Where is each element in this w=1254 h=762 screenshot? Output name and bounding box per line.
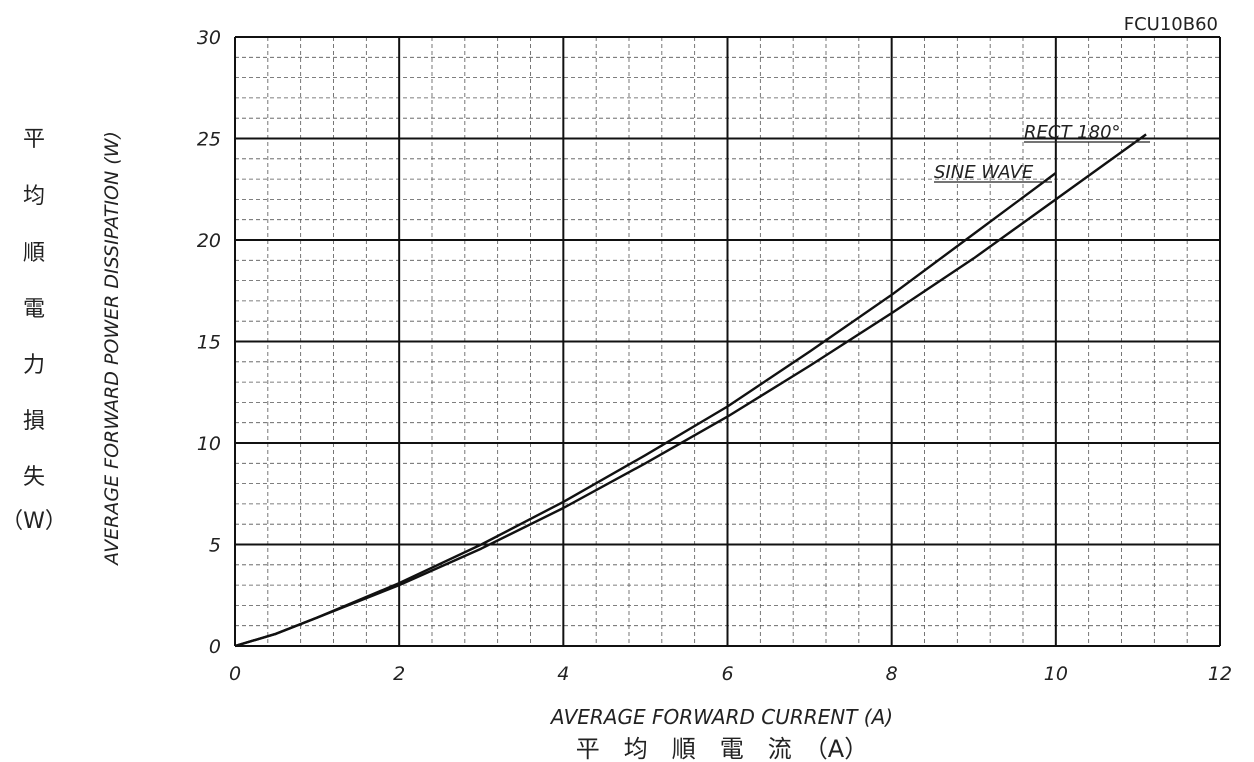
y-axis-label: AVERAGE FORWARD POWER DISSIPATION (W) — [101, 131, 123, 567]
x-tick-label: 0 — [229, 663, 241, 685]
x-tick-label: 6 — [721, 663, 733, 685]
x-axis-label: AVERAGE FORWARD CURRENT (A) — [549, 705, 893, 729]
major-grid — [234, 36, 1221, 647]
y-tick-label: 15 — [197, 332, 221, 354]
series-line-rect-180 — [234, 133, 1147, 648]
series-layer — [234, 133, 1150, 648]
y-tick-label: 0 — [209, 636, 221, 658]
x-axis-label-jp: 平 均 順 電 流 （A） — [576, 735, 868, 762]
y-axis-label-jp-char: 損 — [23, 409, 45, 434]
series-label-sine-wave: SINE WAVE — [934, 162, 1034, 183]
y-tick-label: 20 — [197, 230, 221, 252]
series-label-rect-180: RECT 180° — [1024, 122, 1121, 143]
y-axis-label-jp-char: 均 — [23, 184, 45, 209]
y-axis-label-jp-char: 力 — [23, 353, 45, 378]
y-tick-label: 30 — [197, 27, 221, 49]
part-number: FCU10B60 — [1124, 14, 1218, 35]
x-tick-label: 12 — [1208, 663, 1232, 685]
y-axis-label-jp-char: 電 — [23, 297, 45, 322]
y-tick-label: 25 — [197, 129, 221, 151]
y-tick-label: 10 — [197, 433, 221, 455]
x-tick-label: 4 — [557, 663, 569, 685]
tick-labels: 0 2 4 6 8 10 12 0 5 10 15 20 25 30 — [197, 27, 1232, 685]
y-axis-label-jp-char: 平 — [23, 127, 45, 152]
y-axis-label-jp-char: 失 — [23, 465, 45, 490]
y-tick-label: 5 — [209, 535, 221, 557]
x-tick-label: 2 — [393, 663, 405, 685]
series-line-sine-wave — [234, 172, 1057, 648]
y-axis-label-jp-char: 順 — [23, 241, 45, 266]
x-tick-label: 10 — [1044, 663, 1068, 685]
y-axis-label-jp-char: （W） — [1, 509, 67, 534]
x-tick-label: 8 — [886, 663, 898, 685]
